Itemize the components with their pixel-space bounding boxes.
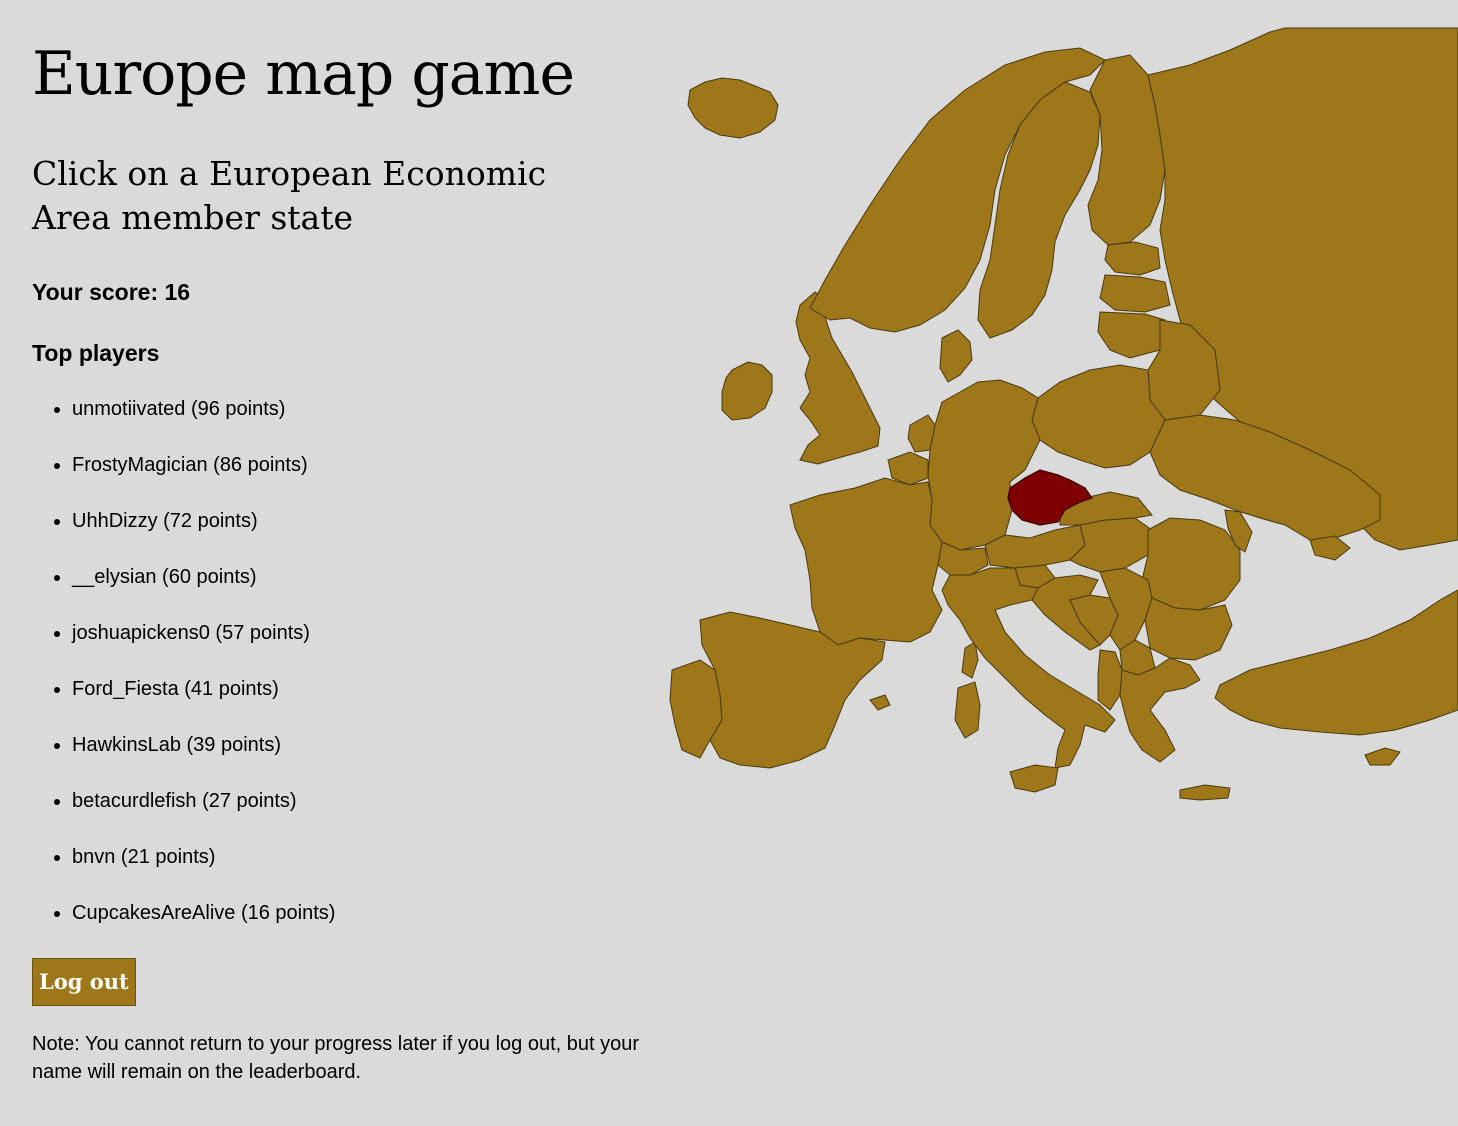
country-crimea[interactable] [1309,535,1351,561]
europe-map[interactable] [660,20,1458,810]
country-balearic-islands[interactable] [869,694,891,711]
country-moldova[interactable] [1224,509,1253,553]
country-czech-republic[interactable] [1007,469,1093,526]
logout-button[interactable]: Log out [32,958,136,1006]
country-italy[interactable] [941,567,1116,769]
country-germany[interactable] [927,379,1041,551]
country-poland[interactable] [1031,364,1166,469]
country-sicily[interactable] [1009,764,1059,793]
country-latvia[interactable] [1099,274,1171,313]
country-crete[interactable] [1179,784,1231,801]
leaderboard-list: unmotiivated (96 points) FrostyMagician … [32,397,652,957]
country-estonia[interactable] [1104,241,1161,276]
leaderboard-item: Ford_Fiesta (41 points) [72,677,652,733]
country-greece[interactable] [1119,657,1201,763]
country-belgium[interactable] [887,451,929,486]
country-sardinia[interactable] [954,681,981,739]
country-lithuania[interactable] [1097,311,1166,359]
country-bulgaria[interactable] [1144,597,1233,661]
leaderboard-item: CupcakesAreAlive (16 points) [72,901,652,957]
leaderboard-item: HawkinsLab (39 points) [72,733,652,789]
country-portugal[interactable] [669,659,723,759]
country-france[interactable] [789,477,943,646]
country-switzerland[interactable] [937,541,989,576]
country-sweden[interactable] [977,81,1101,339]
leaderboard-item: unmotiivated (96 points) [72,397,652,453]
score-display: Your score: 16 [32,279,191,305]
logout-note: Note: You cannot return to your progress… [32,1033,640,1083]
leaderboard-item: __elysian (60 points) [72,565,652,621]
leaderboard-item: FrostyMagician (86 points) [72,453,652,509]
left-panel: Europe map game Click on a European Econ… [32,0,652,1086]
leaderboard-item: UhhDizzy (72 points) [72,509,652,565]
country-iceland[interactable] [687,77,779,139]
leaderboard-item: betacurdlefish (27 points) [72,789,652,845]
leaderboard-item: joshuapickens0 (57 points) [72,621,652,677]
leaderboard-item: bnvn (21 points) [72,845,652,901]
question-prompt: Click on a European Economic Area member… [32,154,547,237]
country-romania[interactable] [1141,517,1241,611]
page-title: Europe map game [32,39,575,109]
country-albania[interactable] [1097,649,1123,711]
country-corsica[interactable] [961,641,979,679]
country-cyprus[interactable] [1364,747,1401,766]
leaderboard-heading: Top players [32,340,160,366]
country-united-kingdom[interactable] [795,291,881,465]
country-ireland[interactable] [721,361,773,421]
country-netherlands[interactable] [907,414,936,453]
country-denmark[interactable] [939,329,973,383]
country-turkey[interactable] [1214,589,1458,736]
